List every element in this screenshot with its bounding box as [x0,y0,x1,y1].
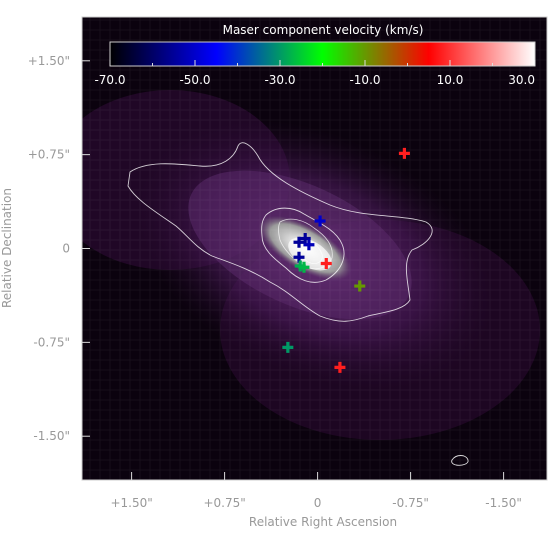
colorbar-tick-label: -10.0 [349,73,380,87]
x-tick-label: -1.50" [485,496,522,510]
contour-inner [278,218,333,270]
maser-point [293,236,305,248]
colorbar-title: Maser component velocity (km/s) [223,23,424,37]
maser-point [354,280,366,292]
maser-point [398,147,410,159]
maser-point [320,258,332,270]
maser-point [303,239,315,251]
y-tick-label: -0.75" [33,335,70,349]
colorbar: Maser component velocity (km/s) -70.0 -50… [94,23,536,87]
colorbar-tick-label: -30.0 [264,73,295,87]
maser-point [299,232,311,244]
maser-point [314,215,326,227]
y-tick-label: +0.75" [28,148,70,162]
x-tick-label: +1.50" [110,496,152,510]
maser-point [282,341,294,353]
y-tick-label: -1.50" [33,429,70,443]
colorbar-scale [109,41,536,67]
maser-point [298,261,310,273]
x-tick-label: 0 [314,496,322,510]
colorbar-tick-label: -70.0 [94,73,125,87]
contour-mid [261,207,345,283]
x-axis-label: Relative Right Ascension [249,515,397,529]
y-tick-label: +1.50" [28,54,70,68]
contour-core [296,237,323,264]
maser-point [334,361,346,373]
colorbar-tick-label: 30.0 [508,73,535,87]
continuum-image [82,17,547,480]
colorbar-tick-label: 10.0 [437,73,464,87]
x-tick-label: +0.75" [203,496,245,510]
y-axis-label: Relative Declination [0,188,14,308]
colorbar-tick-label: -50.0 [179,73,210,87]
x-tick-label: -0.75" [392,496,429,510]
y-tick-label: 0 [62,242,70,256]
contour-outer [127,142,433,322]
contour-small [451,455,469,466]
